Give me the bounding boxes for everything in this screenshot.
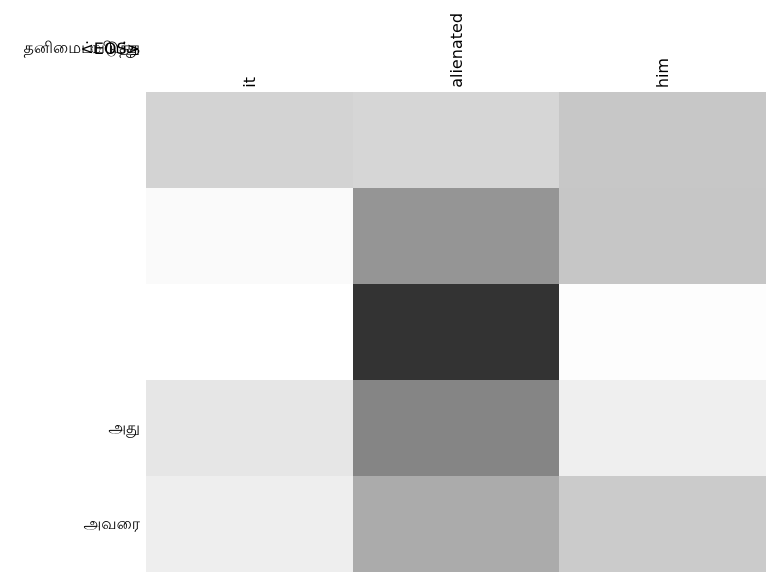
heatmap-cell-r2c0 <box>146 284 353 380</box>
heatmap-cell-r4c2 <box>559 476 766 572</box>
heatmap-cell-r4c1 <box>352 476 560 572</box>
x-tick-label-alienated: alienated <box>445 0 467 88</box>
heatmap-cell-r2c1 <box>352 284 560 380</box>
heatmap-cell-r0c1 <box>352 92 560 188</box>
heatmap-cell-r3c0 <box>146 380 353 476</box>
heatmap-cell-r0c0 <box>146 92 353 188</box>
x-tick-label-it-text: it <box>239 77 259 88</box>
x-tick-label-him: him <box>651 0 673 88</box>
y-tick-label-row-3: ியது <box>89 37 140 57</box>
heatmap-cell-r1c0 <box>146 188 353 284</box>
x-tick-label-him-text: him <box>652 57 672 88</box>
heatmap-cell-r1c1 <box>352 188 560 284</box>
y-tick-label-row-4: <EOS> <box>80 38 140 58</box>
x-tick-label-it: it <box>238 0 260 88</box>
heatmap-cell-r2c2 <box>559 284 766 380</box>
heatmap-grid <box>146 92 766 572</box>
y-tick-label-row-0: அது <box>108 417 140 437</box>
heatmap-cell-r3c1 <box>352 380 560 476</box>
heatmap-cell-r0c2 <box>559 92 766 188</box>
y-tick-label-row-1: அவரை <box>83 513 141 533</box>
x-tick-label-alienated-text: alienated <box>446 13 466 88</box>
heatmap-cell-r1c2 <box>559 188 766 284</box>
y-tick-label-row-2: தனிமைப்படுத்த <box>23 37 140 57</box>
heatmap-cell-r3c2 <box>559 380 766 476</box>
heatmap-cell-r4c0 <box>146 476 353 572</box>
